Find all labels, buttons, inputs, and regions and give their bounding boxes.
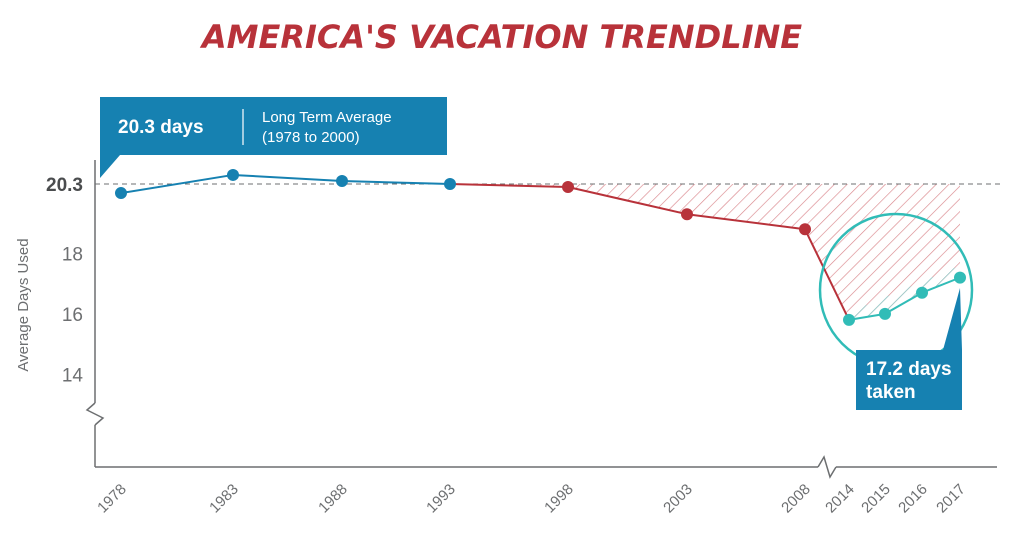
data-point (562, 181, 574, 194)
current-hatch-teal (849, 265, 960, 320)
data-point (799, 223, 811, 236)
y-axis-break-icon (85, 402, 105, 426)
y-tick-label: 20.3 (46, 175, 83, 196)
line-segment (120, 173, 234, 195)
chart-title: AMERICA'S VACATION TRENDLINE (199, 18, 802, 56)
deficit-hatch-area (450, 184, 960, 320)
x-tick-label: 1978 (94, 481, 130, 517)
average-value: 20.3 days (118, 117, 204, 138)
x-tick-label: 1983 (206, 481, 242, 517)
data-point (843, 313, 855, 326)
average-label-line1: Long Term Average (262, 109, 392, 126)
data-point (227, 168, 239, 181)
x-tick-label: 1998 (541, 481, 577, 517)
line-segment (567, 186, 688, 216)
x-tick-label: 1993 (423, 481, 459, 517)
line-segment (341, 179, 451, 185)
axes (85, 160, 997, 479)
x-tick-label: 2014 (822, 481, 858, 517)
series-line (120, 173, 961, 321)
x-tick-label: 1988 (315, 481, 351, 517)
data-point (444, 178, 456, 190)
data-point (954, 271, 966, 284)
taken-line2: taken (866, 382, 916, 403)
y-tick-label: 16 (62, 305, 83, 326)
data-point (916, 286, 928, 299)
x-tick-label: 2003 (660, 481, 696, 517)
x-tick-label: 2015 (858, 481, 894, 517)
y-tick-labels: 20.3 18 16 14 (46, 175, 83, 386)
y-tick-label: 14 (62, 365, 84, 386)
average-label-line2: (1978 to 2000) (262, 129, 360, 146)
x-tick-label: 2016 (895, 481, 931, 517)
line-segment (232, 173, 343, 182)
y-axis-label: Average Days Used (15, 238, 32, 371)
line-segment (884, 291, 923, 315)
line-segment (449, 183, 569, 189)
data-point (879, 307, 891, 320)
data-point (336, 174, 348, 187)
line-segment (804, 228, 850, 321)
x-tick-label: 2008 (778, 481, 814, 517)
line-segment (921, 276, 961, 294)
line-segment (686, 213, 806, 231)
x-axis-break-icon (817, 455, 837, 479)
taken-callout: 17.2 days taken (856, 288, 962, 410)
data-point (681, 208, 693, 221)
series-points (115, 168, 966, 326)
average-callout: 20.3 days Long Term Average (1978 to 200… (100, 97, 447, 178)
x-tick-labels: 1978 1983 1988 1993 1998 2003 2008 2014 2015 2016… (94, 481, 969, 517)
line-segment (848, 312, 886, 321)
x-tick-label: 2017 (933, 481, 969, 517)
data-point (115, 187, 127, 200)
taken-line1: 17.2 days (866, 359, 952, 380)
y-tick-label: 18 (62, 244, 83, 265)
